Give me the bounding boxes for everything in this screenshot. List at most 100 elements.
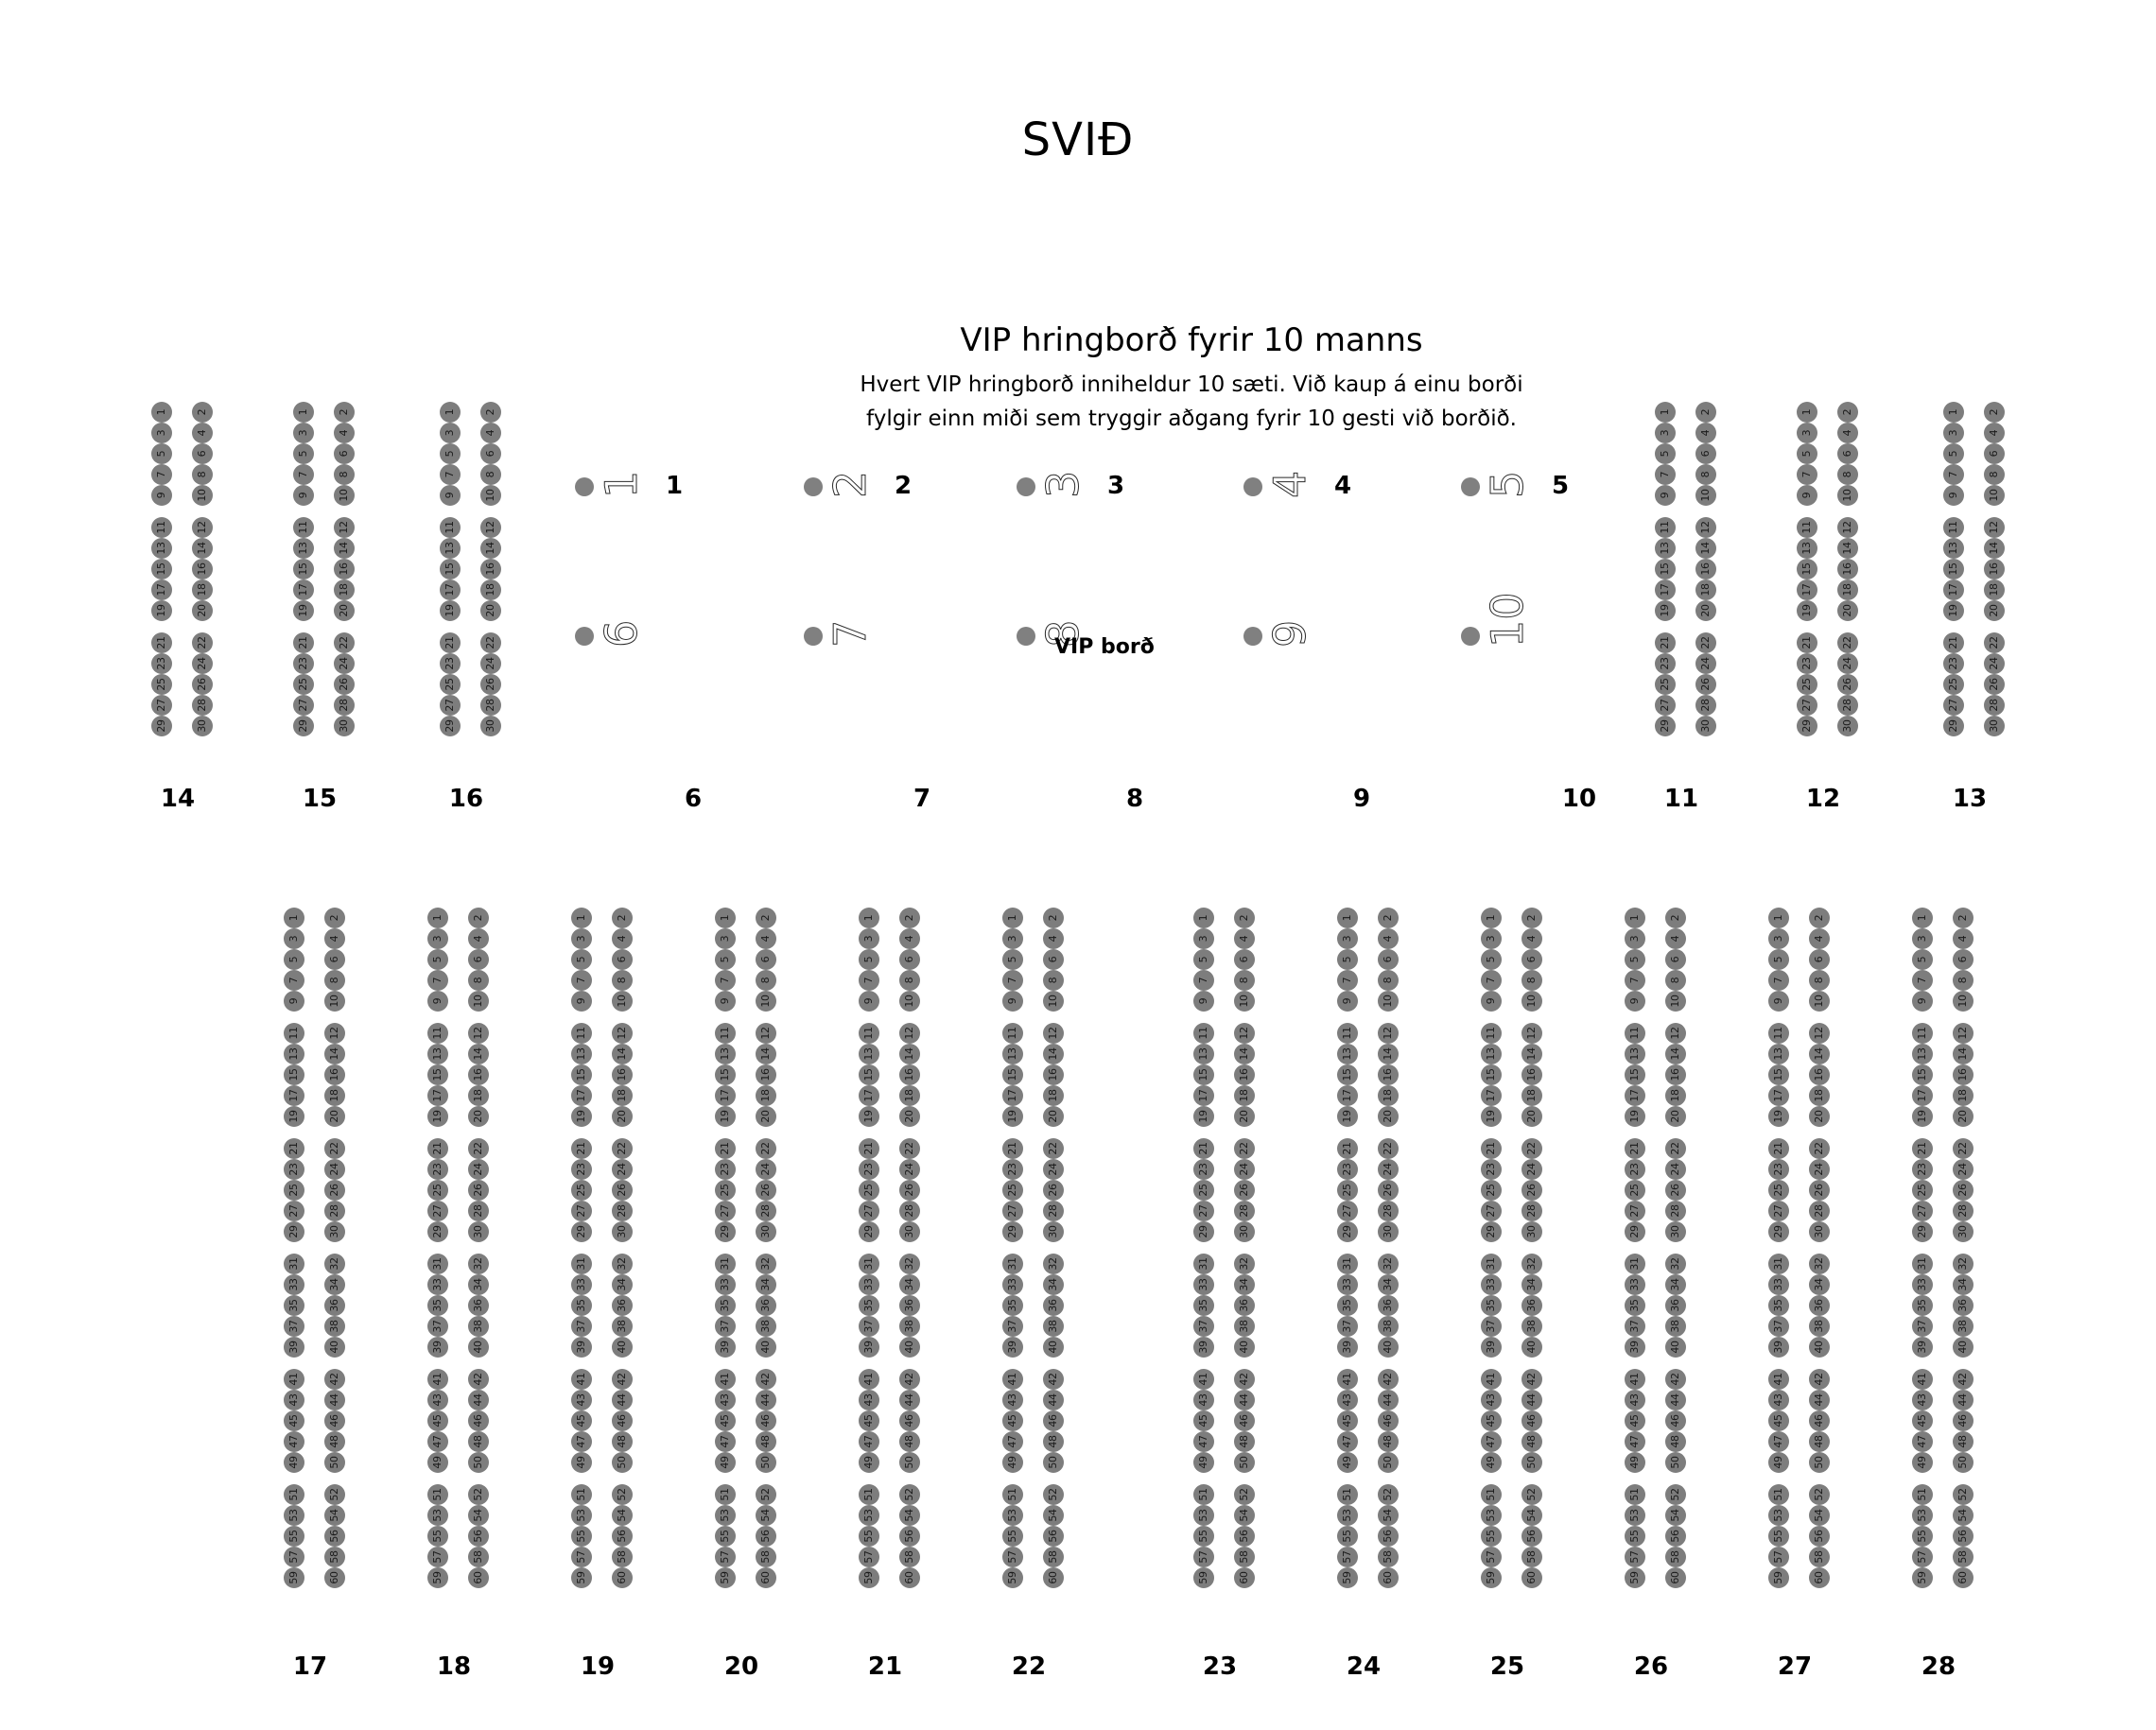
seat[interactable]: 6 (1953, 949, 1973, 970)
seat[interactable]: 33 (284, 1274, 304, 1295)
seat[interactable]: 12 (1043, 1023, 1064, 1044)
seat[interactable]: 42 (756, 1369, 776, 1390)
seat[interactable]: 29 (1943, 716, 1964, 736)
seat[interactable]: 23 (859, 1159, 879, 1180)
seat[interactable]: 26 (1809, 1180, 1830, 1201)
seat[interactable]: 25 (859, 1180, 879, 1201)
seat[interactable]: 42 (1953, 1369, 1973, 1390)
seat[interactable]: 3 (1193, 928, 1214, 949)
seat[interactable]: 30 (899, 1221, 920, 1242)
seat[interactable]: 50 (1043, 1452, 1064, 1473)
seat[interactable]: 53 (571, 1505, 592, 1526)
seat[interactable]: 23 (571, 1159, 592, 1180)
seat[interactable]: 13 (1655, 538, 1676, 559)
seat[interactable]: 23 (151, 653, 172, 674)
seat[interactable]: 50 (899, 1452, 920, 1473)
seat[interactable]: 23 (440, 653, 461, 674)
seat[interactable]: 39 (1002, 1337, 1023, 1358)
seat[interactable]: 14 (1837, 538, 1858, 559)
seat[interactable]: 2 (899, 908, 920, 928)
seat[interactable]: 27 (427, 1201, 448, 1221)
seat[interactable]: 43 (1337, 1390, 1358, 1410)
seat[interactable]: 37 (284, 1316, 304, 1337)
seat[interactable]: 6 (899, 949, 920, 970)
seat[interactable]: 41 (284, 1369, 304, 1390)
seat[interactable]: 50 (1378, 1452, 1399, 1473)
seat[interactable]: 1 (1943, 402, 1964, 423)
seat[interactable]: 20 (1043, 1106, 1064, 1127)
seat[interactable]: 14 (756, 1044, 776, 1064)
seat[interactable]: 48 (1665, 1431, 1686, 1452)
seat[interactable]: 21 (1002, 1138, 1023, 1159)
seat[interactable]: 25 (427, 1180, 448, 1201)
seat[interactable]: 9 (1625, 991, 1645, 1012)
seat[interactable]: 14 (1953, 1044, 1973, 1064)
seat[interactable]: 8 (468, 970, 489, 991)
seat[interactable]: 49 (1625, 1452, 1645, 1473)
seat[interactable]: 33 (1625, 1274, 1645, 1295)
seat[interactable]: 2 (1234, 908, 1255, 928)
seat[interactable]: 21 (715, 1138, 736, 1159)
seat[interactable]: 28 (1521, 1201, 1542, 1221)
seat[interactable]: 6 (1378, 949, 1399, 970)
seat[interactable]: 48 (1378, 1431, 1399, 1452)
seat[interactable]: 35 (715, 1295, 736, 1316)
seat[interactable]: 5 (1943, 443, 1964, 464)
seat[interactable]: 20 (756, 1106, 776, 1127)
seat-section-19[interactable]: 1 2 3 4 5 6 7 8 9 10 11 12 13 14 15 16 17 18 19 20 21 22 23 24 2… (571, 908, 633, 1588)
seat-section-18[interactable]: 1 2 3 4 5 6 7 8 9 10 11 12 13 14 15 16 17 18 19 20 21 22 23 24 2… (427, 908, 489, 1588)
seat[interactable]: 22 (1984, 632, 2005, 653)
seat[interactable]: 10 (1234, 991, 1255, 1012)
seat[interactable]: 28 (612, 1201, 633, 1221)
seat[interactable]: 30 (1043, 1221, 1064, 1242)
seat[interactable]: 54 (612, 1505, 633, 1526)
seat[interactable]: 24 (324, 1159, 345, 1180)
seat[interactable]: 15 (151, 559, 172, 580)
seat[interactable]: 15 (1655, 559, 1676, 580)
seat[interactable]: 18 (324, 1085, 345, 1106)
seat[interactable]: 56 (899, 1526, 920, 1547)
seat[interactable]: 4 (480, 423, 501, 443)
seat[interactable]: 15 (1768, 1064, 1789, 1085)
seat[interactable]: 29 (293, 716, 314, 736)
seat[interactable]: 12 (1521, 1023, 1542, 1044)
seat[interactable]: 57 (571, 1547, 592, 1567)
seat[interactable]: 47 (1002, 1431, 1023, 1452)
seat[interactable]: 25 (1797, 674, 1817, 695)
seat[interactable]: 23 (1193, 1159, 1214, 1180)
seat[interactable]: 48 (1953, 1431, 1973, 1452)
seat[interactable]: 26 (1521, 1180, 1542, 1201)
seat[interactable]: 60 (1953, 1567, 1973, 1588)
seat[interactable]: 59 (1912, 1567, 1933, 1588)
seat-section-16[interactable]: 1 2 3 4 5 6 7 8 9 10 11 12 13 14 15 16 17 18 19 20 21 22 23 24 2… (440, 402, 501, 736)
seat[interactable]: 57 (284, 1547, 304, 1567)
seat[interactable]: 23 (1797, 653, 1817, 674)
seat[interactable]: 30 (1837, 716, 1858, 736)
seat[interactable]: 19 (1002, 1106, 1023, 1127)
seat[interactable]: 21 (151, 632, 172, 653)
seat[interactable]: 34 (468, 1274, 489, 1295)
seat[interactable]: 39 (1625, 1337, 1645, 1358)
seat[interactable]: 16 (334, 559, 355, 580)
seat[interactable]: 5 (440, 443, 461, 464)
seat[interactable]: 19 (1655, 600, 1676, 621)
seat[interactable]: 4 (899, 928, 920, 949)
seat[interactable]: 16 (1837, 559, 1858, 580)
seat[interactable]: 38 (1043, 1316, 1064, 1337)
seat[interactable]: 17 (284, 1085, 304, 1106)
seat-section-13[interactable]: 1 2 3 4 5 6 7 8 9 10 11 12 13 14 15 16 17 18 19 20 21 22 23 24 2… (1943, 402, 2005, 736)
seat[interactable]: 16 (1043, 1064, 1064, 1085)
seat[interactable]: 57 (1481, 1547, 1502, 1567)
seat[interactable]: 10 (1984, 485, 2005, 506)
seat[interactable]: 26 (468, 1180, 489, 1201)
seat[interactable]: 15 (1943, 559, 1964, 580)
seat[interactable]: 19 (715, 1106, 736, 1127)
seat[interactable]: 9 (1768, 991, 1789, 1012)
seat[interactable]: 52 (756, 1484, 776, 1505)
seat[interactable]: 52 (1665, 1484, 1686, 1505)
seat[interactable]: 53 (1002, 1505, 1023, 1526)
seat[interactable]: 60 (1665, 1567, 1686, 1588)
seat[interactable]: 40 (612, 1337, 633, 1358)
seat[interactable]: 33 (1912, 1274, 1933, 1295)
seat[interactable]: 32 (612, 1254, 633, 1274)
